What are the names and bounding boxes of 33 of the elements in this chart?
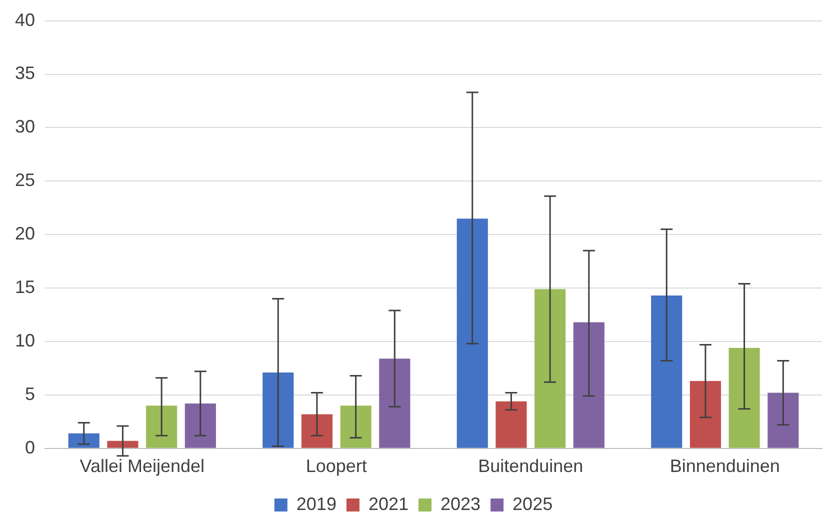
bar	[262, 372, 294, 448]
legend-label: 2025	[512, 494, 553, 514]
y-tick-label: 10	[14, 330, 36, 350]
x-tick-label: Buitenduinen	[478, 456, 584, 476]
x-tick-label: Loopert	[306, 456, 367, 476]
x-tick-label: Binnenduinen	[670, 456, 780, 476]
bar	[651, 296, 682, 448]
y-tick-label: 20	[14, 224, 36, 244]
bar	[534, 289, 566, 448]
y-tick-label: 0	[25, 437, 36, 458]
x-tick-label: Vallei Meijendel	[80, 456, 205, 476]
y-tick-label: 30	[14, 116, 36, 137]
bar	[379, 358, 410, 448]
bar	[340, 406, 372, 448]
y-tick-label: 15	[14, 277, 36, 298]
y-tick-label: 40	[14, 10, 36, 30]
bar	[146, 406, 178, 448]
bar	[690, 381, 721, 448]
bar	[68, 433, 100, 448]
bar	[496, 401, 527, 448]
bar	[107, 440, 138, 448]
legend-label: 2023	[440, 494, 481, 514]
bar	[301, 414, 333, 448]
y-tick-label: 25	[14, 170, 36, 190]
bar	[456, 218, 488, 448]
legend-label: 2019	[296, 494, 336, 514]
bar	[728, 348, 760, 448]
bar	[768, 392, 799, 448]
y-tick-label: 5	[25, 384, 36, 404]
legend-label: 2021	[368, 494, 409, 514]
bar	[573, 322, 604, 448]
bar	[184, 404, 216, 448]
y-tick-label: 35	[14, 63, 36, 84]
